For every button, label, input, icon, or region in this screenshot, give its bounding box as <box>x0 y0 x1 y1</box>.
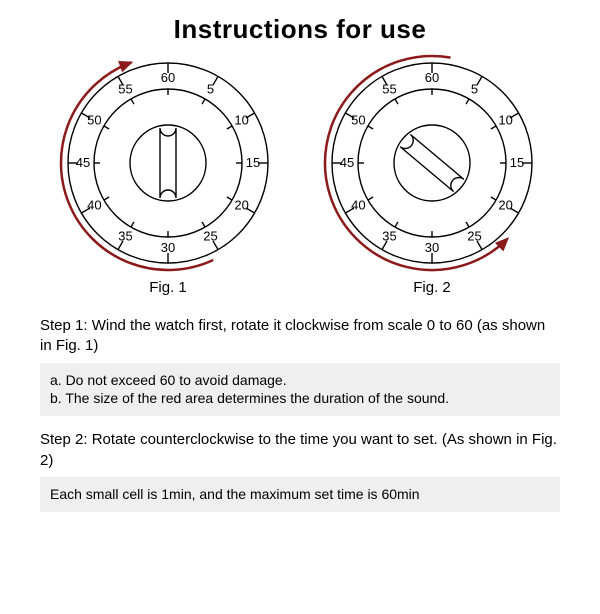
dial-block-fig1: 60 5 10 15 20 25 30 35 40 45 50 55 Fig. 1 <box>58 53 278 296</box>
caption-fig1: Fig. 1 <box>149 279 187 296</box>
svg-text:15: 15 <box>510 155 524 170</box>
step2-note: Each small cell is 1min, and the maximum… <box>40 477 560 512</box>
svg-text:20: 20 <box>498 198 512 213</box>
dial-fig2: 60 5 10 15 20 25 30 35 40 45 50 55 <box>322 53 542 273</box>
svg-text:45: 45 <box>76 155 90 170</box>
svg-text:60: 60 <box>425 70 439 85</box>
dial-fig1: 60 5 10 15 20 25 30 35 40 45 50 55 <box>58 53 278 273</box>
svg-text:15: 15 <box>246 155 260 170</box>
svg-text:35: 35 <box>118 229 132 244</box>
page-title: Instructions for use <box>0 14 600 45</box>
svg-text:20: 20 <box>234 198 248 213</box>
svg-text:35: 35 <box>382 229 396 244</box>
svg-text:30: 30 <box>425 240 439 255</box>
svg-text:45: 45 <box>340 155 354 170</box>
dial-svg-fig1: 60 5 10 15 20 25 30 35 40 45 50 55 <box>58 53 278 273</box>
caption-fig2: Fig. 2 <box>413 279 451 296</box>
svg-text:5: 5 <box>471 81 478 96</box>
svg-text:25: 25 <box>203 229 217 244</box>
dial-svg-fig2: 60 5 10 15 20 25 30 35 40 45 50 55 <box>322 53 542 273</box>
svg-text:50: 50 <box>351 113 365 128</box>
dials-row: 60 5 10 15 20 25 30 35 40 45 50 55 Fig. 1 60 5 10 15 20… <box>0 53 600 296</box>
dial-block-fig2: 60 5 10 15 20 25 30 35 40 45 50 55 Fig. 2 <box>322 53 542 296</box>
steps-section: Step 1: Wind the watch first, rotate it … <box>0 296 600 512</box>
svg-text:55: 55 <box>118 81 132 96</box>
step1-note: a. Do not exceed 60 to avoid damage.b. T… <box>40 363 560 417</box>
svg-text:10: 10 <box>234 113 248 128</box>
svg-text:30: 30 <box>161 240 175 255</box>
svg-text:60: 60 <box>161 70 175 85</box>
instruction-page: Instructions for use 60 5 10 15 20 25 30 35 40 45… <box>0 14 600 614</box>
svg-text:50: 50 <box>87 113 101 128</box>
svg-text:10: 10 <box>498 113 512 128</box>
step2-text: Step 2: Rotate counterclockwise to the t… <box>40 430 560 471</box>
svg-text:25: 25 <box>467 229 481 244</box>
svg-text:40: 40 <box>87 198 101 213</box>
svg-text:55: 55 <box>382 81 396 96</box>
svg-text:40: 40 <box>351 198 365 213</box>
step1-text: Step 1: Wind the watch first, rotate it … <box>40 316 560 357</box>
svg-text:5: 5 <box>207 81 214 96</box>
